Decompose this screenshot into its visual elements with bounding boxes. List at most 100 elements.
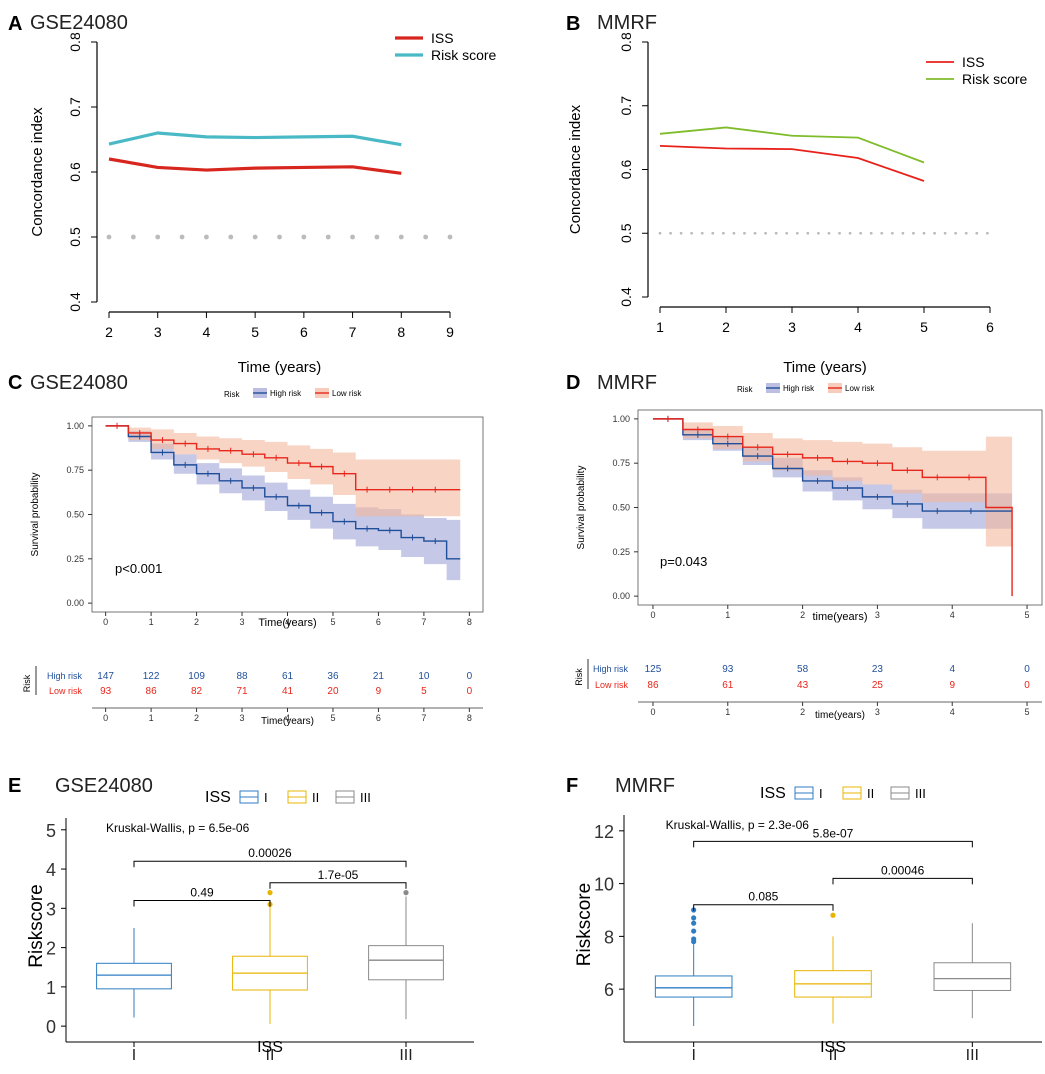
- reference-dot: [774, 231, 778, 235]
- x-tick-label: 9: [446, 324, 454, 340]
- reference-dot: [301, 234, 307, 240]
- reference-dot: [228, 234, 234, 240]
- y-tick-label: 0.5: [67, 227, 83, 247]
- risk-count: 109: [188, 671, 205, 682]
- comparison-pvalue: 0.085: [748, 890, 778, 904]
- y-tick-label: 0.75: [612, 458, 630, 468]
- y-tick-label: 0.25: [612, 547, 630, 557]
- reference-dot: [838, 231, 841, 235]
- x-axis-label: time(years): [812, 611, 867, 623]
- x-tick-label: 0: [650, 610, 655, 620]
- risk-count: 9: [949, 680, 955, 691]
- reference-dot: [700, 231, 704, 235]
- test-label: Kruskal-Wallis, p = 6.5e-06: [106, 821, 250, 835]
- comparison-pvalue: 0.00046: [881, 863, 925, 877]
- x-tick-label: 5: [251, 324, 259, 340]
- x-tick-label: I: [691, 1047, 695, 1064]
- risk-table-tick-label: 2: [800, 707, 805, 717]
- outlier-point: [691, 928, 697, 934]
- y-tick-label: 0.00: [66, 598, 84, 608]
- y-tick-label: 0.50: [66, 510, 84, 520]
- y-tick-label: 6: [604, 980, 614, 1000]
- reference-dot: [711, 231, 715, 235]
- risk-table-row-label: High risk: [593, 664, 629, 674]
- x-tick-label: 3: [240, 617, 245, 627]
- x-tick-label: 8: [467, 617, 472, 627]
- panel-letter: B: [566, 13, 580, 35]
- panel-letter: C: [8, 372, 22, 394]
- y-axis-label: Survival probability: [576, 466, 587, 550]
- x-tick-label: 4: [950, 610, 955, 620]
- reference-dot: [155, 234, 161, 240]
- risk-table-tick-label: 7: [421, 713, 426, 723]
- risk-count: 93: [722, 664, 734, 675]
- outlier-point: [267, 890, 273, 896]
- x-tick-label: 4: [854, 319, 862, 335]
- reference-dot: [764, 231, 767, 235]
- risk-table-tick-label: 6: [376, 713, 381, 723]
- y-tick-label: 0.75: [66, 465, 84, 475]
- y-tick-label: 12: [594, 822, 614, 842]
- x-tick-label: 2: [194, 617, 199, 627]
- x-tick-label: 3: [154, 324, 162, 340]
- risk-table-row-label: Low risk: [595, 680, 629, 690]
- comparison-pvalue: 0.49: [190, 885, 214, 899]
- x-tick-label: 7: [421, 617, 426, 627]
- x-tick-label: 1: [656, 319, 664, 335]
- reference-dot: [985, 231, 989, 235]
- y-tick-label: 0.7: [67, 97, 83, 117]
- risk-table-tick-label: 1: [725, 707, 730, 717]
- reference-dot: [423, 234, 429, 240]
- x-axis-label: ISS: [257, 1039, 283, 1056]
- x-tick-label: 1: [149, 617, 154, 627]
- risk-count: 88: [236, 671, 248, 682]
- legend-label: Low risk: [845, 384, 875, 393]
- series-line-risk-score: [108, 131, 402, 147]
- legend-title: ISS: [205, 789, 231, 806]
- comparison-pvalue: 5.8e-07: [813, 826, 854, 840]
- risk-count: 0: [1024, 664, 1030, 675]
- panel-letter: A: [8, 13, 22, 35]
- y-tick-label: 4: [46, 860, 56, 880]
- y-tick-label: 0: [46, 1017, 56, 1037]
- x-tick-label: 5: [920, 319, 928, 335]
- panel-title: MMRF: [615, 775, 675, 797]
- reference-dot: [964, 231, 968, 235]
- series-line-risk-score: [659, 126, 925, 164]
- x-tick-label: 7: [349, 324, 357, 340]
- p-value: p=0.043: [660, 554, 707, 569]
- x-tick-label: 2: [722, 319, 730, 335]
- comparison-bracket: [693, 840, 973, 848]
- risk-count: 82: [191, 686, 203, 697]
- risk-table-tick-label: 4: [950, 707, 955, 717]
- outlier-point: [403, 890, 409, 896]
- reference-dot: [690, 231, 694, 235]
- risk-count: 43: [797, 680, 809, 691]
- reference-dot: [890, 231, 894, 235]
- comparison-bracket: [269, 882, 407, 889]
- panel-letter: E: [8, 775, 21, 797]
- reference-dot: [806, 231, 810, 235]
- panel-title: GSE24080: [30, 12, 128, 34]
- comparison-bracket: [693, 904, 834, 911]
- risk-count: 61: [722, 680, 734, 691]
- confidence-band-low: [105, 425, 461, 517]
- risk-count: 147: [97, 671, 114, 682]
- legend-label: I: [819, 786, 823, 801]
- y-tick-label: 2: [46, 939, 56, 959]
- risk-table-title: Risk: [574, 668, 584, 686]
- legend-title: Risk: [224, 390, 241, 399]
- risk-table-title: Risk: [22, 674, 32, 692]
- reference-dot: [859, 231, 863, 235]
- y-tick-label: 8: [604, 927, 614, 947]
- y-tick-label: 0.8: [67, 32, 83, 52]
- y-tick-label: 0.25: [66, 554, 84, 564]
- comparison-bracket: [133, 899, 271, 907]
- risk-count: 36: [327, 671, 339, 682]
- x-tick-label: 3: [875, 610, 880, 620]
- reference-dot: [901, 231, 905, 235]
- y-tick-label: 0.00: [612, 591, 630, 601]
- panel-title: GSE24080: [30, 372, 128, 394]
- x-axis-label: Time (years): [238, 359, 322, 376]
